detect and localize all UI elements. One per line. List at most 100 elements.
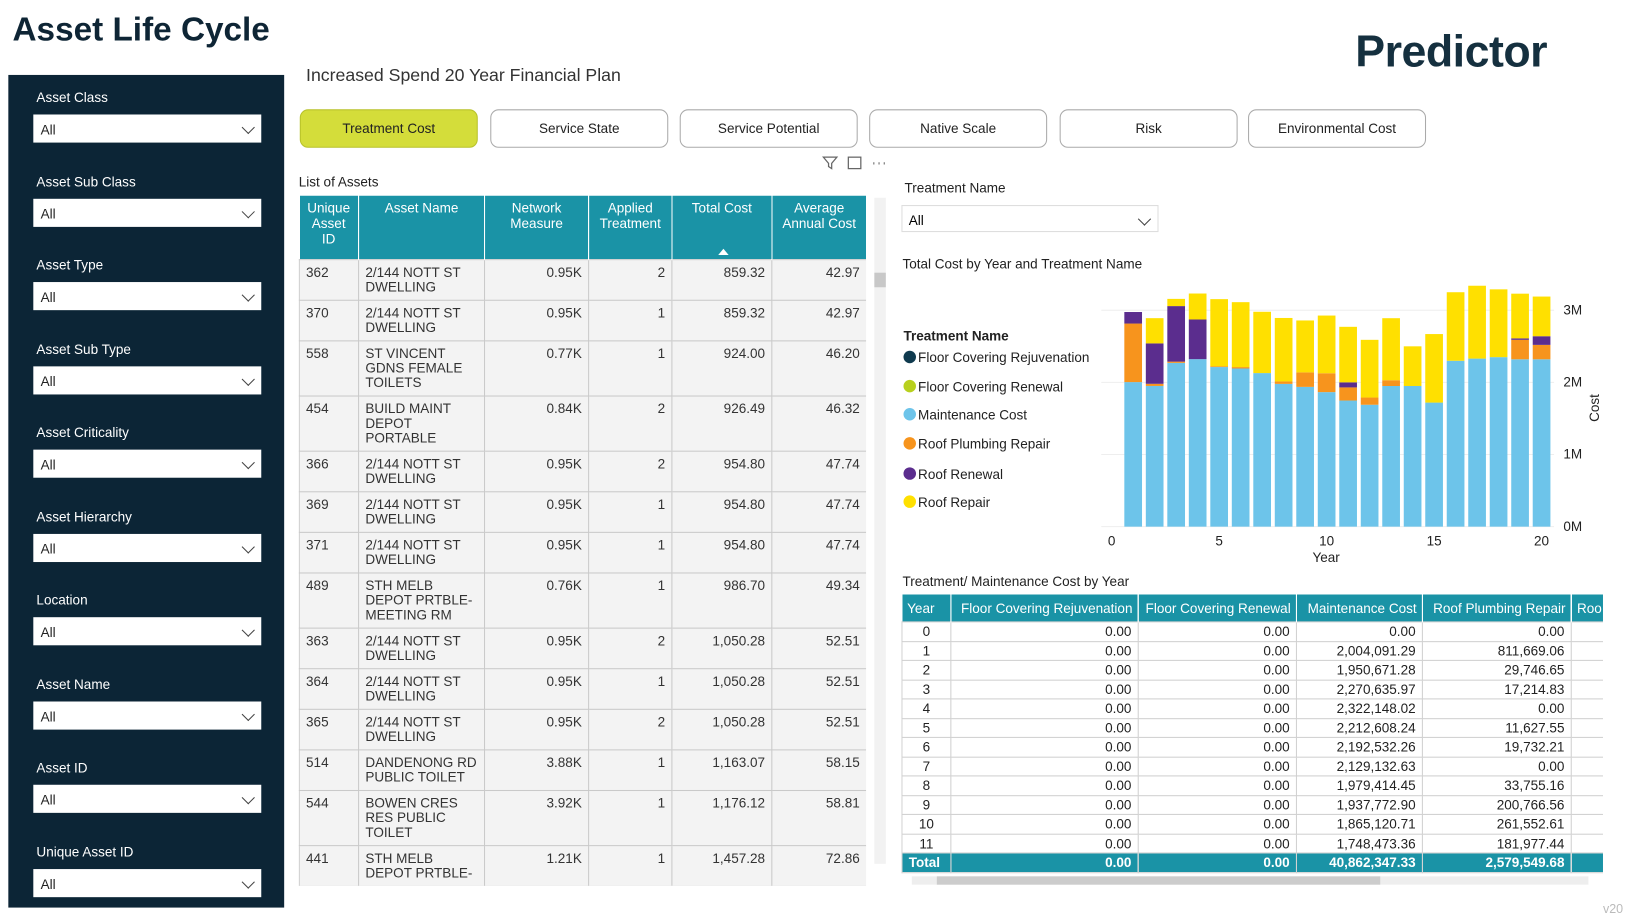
column-header[interactable]: Asset Name [358,195,486,260]
cell: 1,176.12 [671,789,773,847]
asset-row[interactable]: 366 2/144 NOTT ST DWELLING 0.95K 2 954.80 47.… [298,450,867,493]
bar-segment [1360,397,1379,405]
tab[interactable]: Risk [1059,109,1238,148]
asset-row[interactable]: 362 2/144 NOTT ST DWELLING 0.95K 2 859.32 42.… [298,259,867,301]
tab[interactable]: Environmental Cost [1248,109,1427,148]
cell: 0.00 [950,813,1139,835]
cost-row: 4 0.00 0.00 2,322,148.02 0.00 [901,698,1603,719]
bar-segment [1489,289,1508,358]
treatment-filter[interactable]: All [901,205,1159,233]
filter-dropdown[interactable]: All [33,784,262,813]
cost-row: 5 0.00 0.00 2,212,608.24 11,627.55 [901,717,1603,738]
filter-label: Asset Hierarchy [36,508,132,525]
tab[interactable]: Service State [490,109,669,148]
cell: 2 [901,659,952,681]
h-scrollbar[interactable] [911,876,1589,885]
scrollbar[interactable] [874,197,886,864]
asset-row[interactable]: 558 ST VINCENT GDNS FEMALE TOILETS 0.77K 1 9… [298,340,867,397]
asset-row[interactable]: 370 2/144 NOTT ST DWELLING 0.95K 1 859.32 42.… [298,299,867,342]
cell: 1,050.28 [671,708,773,751]
asset-row[interactable]: 489 STH MELB DEPOT PRTBLE-MEETING RM 0.76K… [298,572,867,629]
asset-row[interactable]: 441 STH MELB DEPOT PRTBLE- 1.21K 1 1,457.28 7… [298,845,867,886]
column-header[interactable]: Floor Covering Rejuvenation [950,594,1139,622]
cell: DANDENONG RD PUBLIC TOILET [358,749,486,792]
cell [1570,794,1603,815]
column-header[interactable]: Roof Plumbing Repair [1422,594,1572,622]
cell: 1,979,414.45 [1295,775,1423,796]
cell: 0.00 [950,756,1139,777]
cell: 1 [588,299,673,342]
cell: 364 [298,668,360,710]
x-tick-label: 15 [1427,533,1442,548]
chevron [241,623,255,637]
filter-dropdown[interactable]: All [33,365,262,394]
cell: 1,050.28 [671,627,773,670]
filter-dropdown[interactable]: All [33,114,262,143]
column-header[interactable]: Maintenance Cost [1296,594,1423,622]
cell: 1.21K [484,845,590,886]
filter-label: Asset Criticality [36,424,129,441]
cell: 986.70 [671,572,773,629]
filter-dropdown[interactable]: All [33,700,262,730]
tab[interactable]: Treatment Cost [299,109,478,148]
column-header-text: Unique Asset ID [307,199,351,247]
bar-segment [1145,383,1164,386]
cell: 4 [901,698,952,719]
asset-row[interactable]: 371 2/144 NOTT ST DWELLING 0.95K 1 954.80 47.… [298,531,867,574]
x-tick-label: 0 [1108,533,1116,548]
column-header[interactable]: Applied Treatment [588,195,673,260]
asset-row[interactable]: 363 2/144 NOTT ST DWELLING 0.95K 2 1,050.28 5… [298,627,867,670]
asset-row[interactable]: 369 2/144 NOTT ST DWELLING 0.95K 1 954.80 47.… [298,491,867,533]
cell: 2/144 NOTT ST DWELLING [358,531,486,574]
asset-row[interactable]: 514 DANDENONG RD PUBLIC TOILET 3.88K 1 1,163… [298,749,867,792]
bar-segment [1145,318,1164,344]
cell: 58.81 [771,789,867,847]
column-header[interactable]: Year [901,594,952,622]
cell: STH MELB DEPOT PRTBLE- [358,845,486,886]
focus-icon[interactable] [847,156,862,170]
tab[interactable]: Service Potential [679,109,858,148]
cell [1570,621,1603,642]
filter-dropdown[interactable]: All [33,868,262,897]
bar-segment [1317,392,1336,527]
filter-dropdown[interactable]: All [33,533,262,562]
cell: 3 [901,679,952,700]
column-header[interactable]: Roo [1571,594,1603,622]
cell: 363 [298,627,360,670]
tab[interactable]: Native Scale [869,109,1048,148]
cell: 0.00 [950,679,1139,700]
filter-dropdown[interactable]: All [33,282,262,311]
cell: 47.74 [771,450,867,493]
cell: 514 [298,749,360,792]
bar-segment [1382,380,1400,386]
column-header[interactable]: Average Annual Cost [771,195,867,260]
filter-dropdown[interactable]: All [33,449,262,478]
cell: 544 [298,789,360,847]
bar-segment [1274,381,1293,384]
cell: 0.77K [484,340,590,397]
assets-table: Unique Asset ID Asset Name Network Measure… [298,195,867,886]
cell: 371 [298,531,360,574]
cell: 19,732.21 [1421,736,1572,758]
legend-label: Roof Renewal [918,467,1003,482]
asset-row[interactable]: 454 BUILD MAINT DEPOT PORTABLE 0.84K 2 926.4… [298,395,867,452]
filter-dropdown[interactable]: All [33,198,262,227]
column-header[interactable]: Network Measure [484,195,590,260]
column-header[interactable]: Floor Covering Renewal [1138,594,1297,622]
filter-icon[interactable] [822,156,839,170]
column-header[interactable]: Unique Asset ID [299,195,360,260]
cell: 0.00 [1137,659,1297,681]
cell: 1 [588,531,673,574]
bar-segment [1511,359,1529,527]
column-header[interactable]: Total Cost [671,195,773,260]
asset-row[interactable]: 544 BOWEN CRES RES PUBLIC TOILET 3.92K 1 1,1… [298,789,867,847]
asset-row[interactable]: 365 2/144 NOTT ST DWELLING 0.95K 2 1,050.28 5… [298,708,867,751]
bar-segment [1511,339,1529,360]
cell: 52.51 [771,627,867,670]
filter-dropdown[interactable]: All [33,617,262,646]
cell: 0.95K [484,531,590,574]
asset-row[interactable]: 364 2/144 NOTT ST DWELLING 0.95K 1 1,050.28 5… [298,668,867,710]
bar-segment [1210,299,1229,367]
cell: 2/144 NOTT ST DWELLING [358,708,486,751]
